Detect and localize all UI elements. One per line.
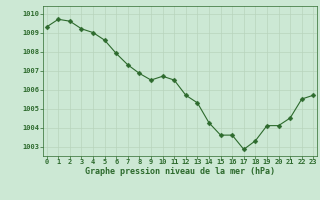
X-axis label: Graphe pression niveau de la mer (hPa): Graphe pression niveau de la mer (hPa) [85,167,275,176]
